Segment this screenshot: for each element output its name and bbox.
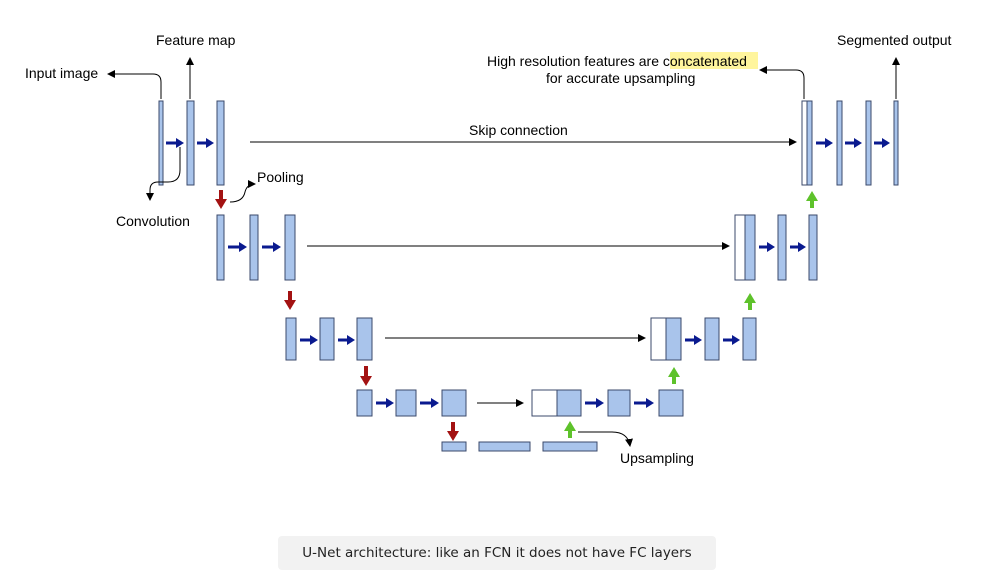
- conv-arrow-icon: [723, 335, 740, 345]
- dec2-copied-block: [734, 214, 746, 281]
- dec2-block-3: [808, 214, 818, 281]
- convolution-pointer: [146, 147, 181, 201]
- concatenation-label-line1: High resolution features are concatenate…: [487, 53, 747, 69]
- convolution-label: Convolution: [116, 213, 190, 229]
- dec3-copied-block: [650, 317, 667, 361]
- enc4-block-2: [395, 389, 417, 417]
- conv-arrow-icon: [634, 398, 654, 408]
- concatenation-label-line2: for accurate upsampling: [546, 70, 695, 86]
- conv-arrow-icon: [300, 335, 318, 345]
- feature-map-label: Feature map: [156, 32, 236, 48]
- conv-arrow-icon: [376, 398, 394, 408]
- enc4-block-1: [356, 389, 373, 417]
- enc3-block-2: [319, 317, 335, 361]
- pooling-label: Pooling: [257, 169, 304, 185]
- up-arrow-icon: [564, 421, 576, 438]
- dec1-copied-block: [801, 100, 808, 186]
- conv-arrow-icon: [685, 335, 702, 345]
- dec1-block-3: [865, 100, 872, 186]
- conv-arrow-icon: [585, 398, 604, 408]
- up-arrow-icon: [744, 293, 756, 310]
- up-arrow-icon: [668, 367, 680, 384]
- conv-arrow-icon: [166, 138, 184, 148]
- concatenation-pointer: [759, 66, 805, 99]
- enc3-block-1: [285, 317, 297, 361]
- enc2-block-2: [249, 214, 259, 281]
- input-image-label: Input image: [25, 65, 98, 81]
- conv-arrow-icon: [845, 138, 862, 148]
- pool-arrow-icon: [215, 190, 227, 209]
- pool-arrow-icon: [284, 291, 296, 310]
- conv-arrow-icon: [262, 242, 281, 252]
- dec3-block-3: [742, 317, 757, 361]
- conv-arrow-icon: [816, 138, 833, 148]
- up-arrow-icon: [806, 191, 818, 208]
- dec1-block-2: [836, 100, 843, 186]
- dec4-upsampled-block: [556, 389, 582, 417]
- dec2-block-2: [777, 214, 787, 281]
- dec3-block-2: [704, 317, 720, 361]
- segmented-output-label: Segmented output: [837, 32, 952, 48]
- dec4-block-2: [607, 389, 631, 417]
- dec1-output-block: [893, 100, 899, 186]
- upsampling-pointer: [578, 431, 633, 447]
- figure-caption: U-Net architecture: like an FCN it does …: [278, 536, 716, 570]
- enc1-feature-block-1: [186, 100, 195, 186]
- enc2-block-3: [284, 214, 296, 281]
- conv-arrow-icon: [759, 242, 775, 252]
- conv-arrow-icon: [338, 335, 355, 345]
- dec1-upsampled-block: [806, 100, 813, 186]
- enc1-feature-block-2: [216, 100, 225, 186]
- conv-arrow-icon: [197, 138, 214, 148]
- upsampling-label: Upsampling: [620, 450, 694, 466]
- pooling-pointer: [229, 180, 256, 203]
- unet-diagram: Input image Feature map Convolution Skip…: [25, 32, 952, 466]
- enc3-block-3: [356, 317, 373, 361]
- pool-arrow-icon: [447, 422, 459, 441]
- input-image-pointer: [107, 70, 162, 99]
- enc1-input-block: [158, 100, 164, 186]
- pool-arrow-icon: [360, 366, 372, 386]
- conv-arrow-icon: [874, 138, 890, 148]
- dec4-copied-block: [531, 389, 558, 417]
- skip-connection-label: Skip connection: [469, 122, 568, 138]
- enc2-block-1: [216, 214, 225, 281]
- conv-arrow-icon: [420, 398, 439, 408]
- dec4-block-3: [658, 389, 684, 417]
- enc4-block-3: [441, 389, 467, 417]
- dec3-upsampled-block: [665, 317, 682, 361]
- bottleneck-block-2: [478, 441, 531, 452]
- dec2-upsampled-block: [744, 214, 756, 281]
- bottleneck-block-3: [542, 441, 598, 452]
- bottleneck-block-1: [441, 441, 467, 452]
- conv-arrow-icon: [228, 242, 247, 252]
- conv-arrow-icon: [790, 242, 806, 252]
- concatenated-highlight: [670, 52, 758, 69]
